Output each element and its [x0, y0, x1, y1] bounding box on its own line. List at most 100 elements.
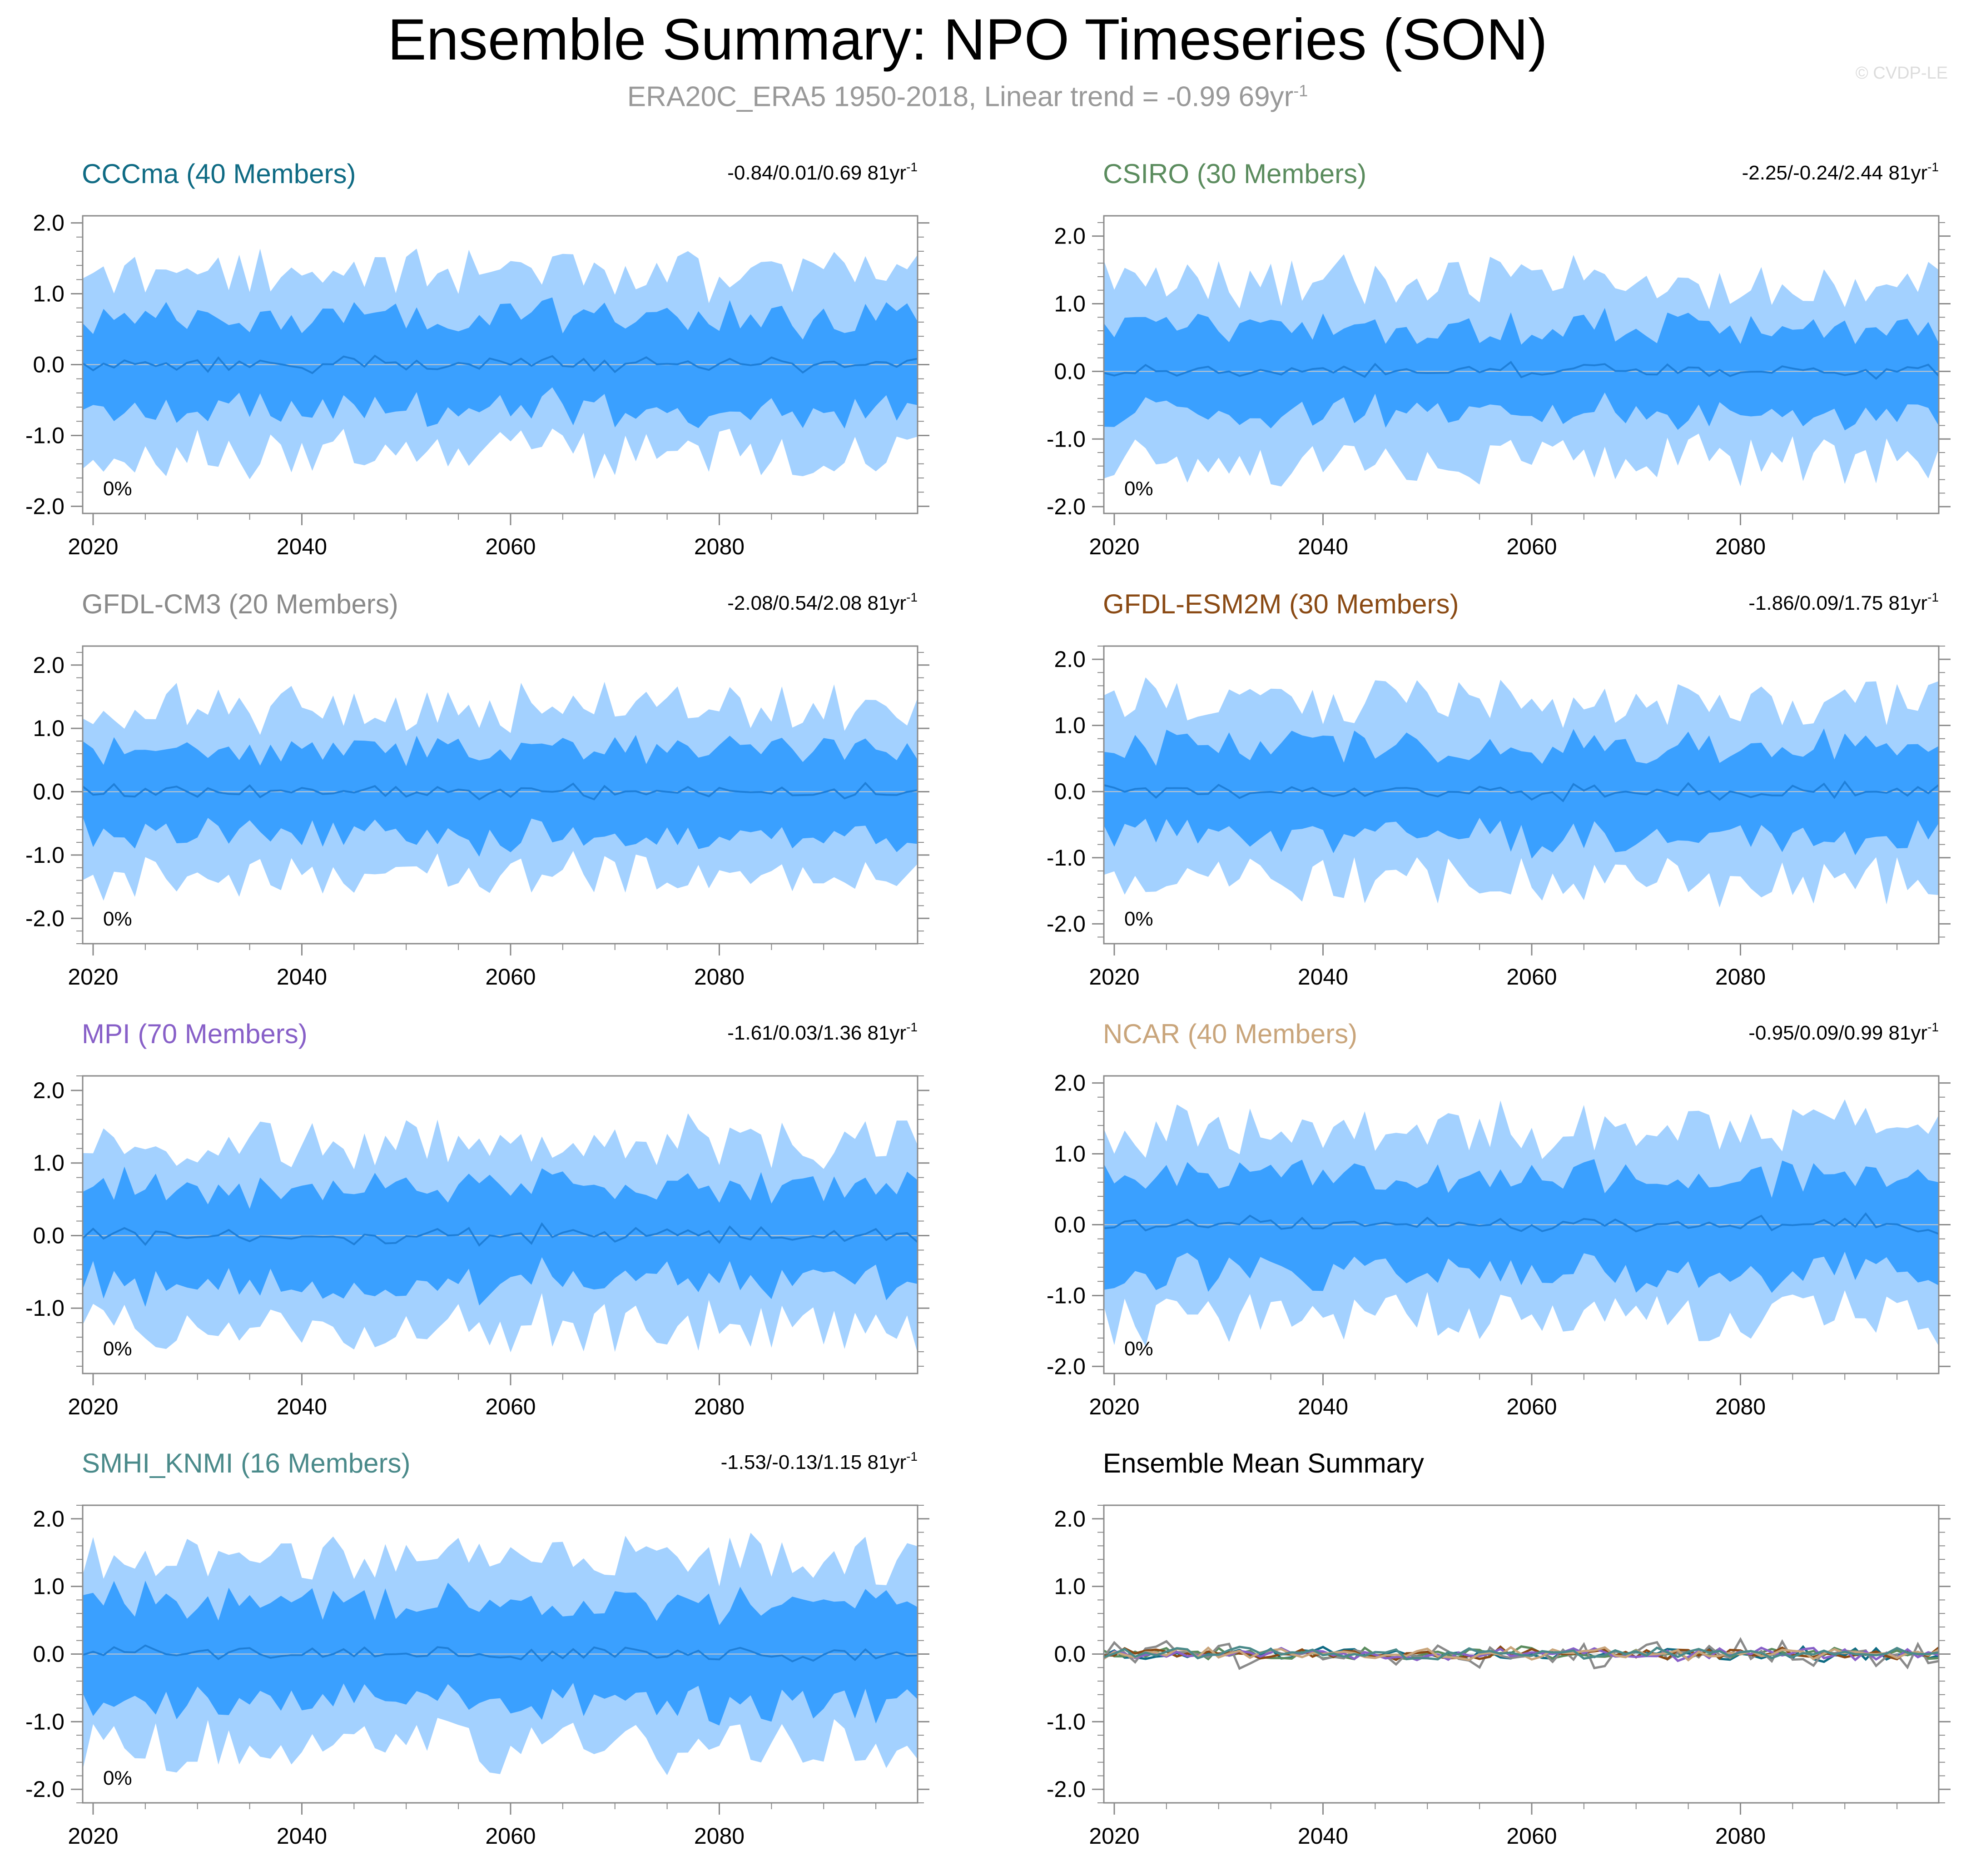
page-title: Ensemble Summary: NPO Timeseries (SON) [387, 7, 1548, 72]
panel-title: MPI (70 Members) [82, 1019, 308, 1049]
trend-superscript: -1 [1927, 160, 1939, 174]
y-tick-label: -1.0 [1047, 1709, 1086, 1734]
ensemble-mean-line [82, 354, 918, 374]
percent-label: 0% [103, 1767, 132, 1789]
y-tick-label: -2.0 [1047, 494, 1086, 519]
trend-value: -2.25/-0.24/2.44 81yr [1742, 162, 1927, 184]
y-tick-label: -2.0 [1047, 1776, 1086, 1802]
inner-spread-band [1104, 308, 1939, 431]
y-tick-label: -2.0 [1047, 1354, 1086, 1379]
trend-value: -1.53/-0.13/1.15 81yr [721, 1451, 906, 1473]
x-tick-label: 2060 [485, 534, 536, 559]
plot-frame [1103, 215, 1940, 514]
panel-trend-text: -2.08/0.54/2.08 81yr-1 [727, 590, 918, 614]
inner-spread-band [83, 297, 918, 429]
y-tick-label: 0.0 [33, 1642, 65, 1667]
y-tick-label: -2.0 [1047, 911, 1086, 936]
percent-label: 0% [1124, 478, 1153, 500]
x-tick-label: 2020 [1089, 1394, 1139, 1419]
x-tick-label: 2020 [68, 964, 118, 990]
x-tick-label: 2060 [1506, 964, 1557, 990]
y-tick-label: 0.0 [33, 352, 65, 378]
y-tick-label: -2.0 [25, 493, 65, 519]
x-tick-label: 2080 [1715, 964, 1766, 990]
plot-frame [82, 645, 918, 945]
trend-value: -0.95/0.09/0.99 81yr [1748, 1022, 1927, 1044]
x-tick-label: 2060 [1506, 1394, 1557, 1419]
inner-spread-band [1104, 728, 1939, 859]
x-tick-label: 2080 [694, 534, 745, 559]
y-tick-label: -1.0 [25, 423, 65, 448]
x-tick-label: 2060 [485, 1823, 536, 1849]
y-tick-label: 2.0 [1054, 1070, 1086, 1096]
x-tick-label: 2020 [68, 1394, 118, 1419]
percent-label: 0% [1124, 1338, 1153, 1360]
y-tick-label: 2.0 [1054, 647, 1086, 672]
panel-title: SMHI_KNMI (16 Members) [82, 1448, 410, 1478]
trend-value: -1.61/0.03/1.36 81yr [727, 1022, 906, 1044]
x-tick-label: 2060 [485, 964, 536, 990]
trend-superscript: -1 [906, 160, 918, 174]
panel-title: CCCma (40 Members) [82, 159, 356, 189]
y-tick-label: 2.0 [1054, 224, 1086, 249]
y-tick-label: 0.0 [1054, 779, 1086, 804]
y-tick-label: -1.0 [1047, 845, 1086, 871]
subtitle-text: ERA20C_ERA5 1950-2018, Linear trend = -0… [627, 81, 1294, 113]
y-tick-label: 0.0 [33, 779, 65, 805]
trend-superscript: -1 [906, 590, 918, 604]
y-tick-label: 1.0 [33, 1150, 65, 1176]
trend-value: -1.86/0.09/1.75 81yr [1748, 592, 1927, 614]
chart-panel: 2.0 1.0 0.0 -1.0 -2.0 2020 2040 2060 2080 GFDL-CM… [25, 589, 929, 990]
y-tick-label: -1.0 [25, 842, 65, 868]
trend-value: -0.84/0.01/0.69 81yr [727, 162, 906, 184]
x-tick-label: 2040 [1298, 534, 1348, 559]
y-tick-label: 1.0 [33, 716, 65, 741]
y-tick-label: 1.0 [33, 1574, 65, 1599]
x-tick-label: 2020 [68, 1823, 118, 1849]
x-tick-label: 2080 [694, 1394, 745, 1419]
trend-superscript: -1 [1927, 590, 1939, 604]
x-tick-label: 2080 [694, 1823, 745, 1849]
trend-superscript: -1 [906, 1020, 918, 1034]
page-subtitle: ERA20C_ERA5 1950-2018, Linear trend = -0… [0, 74, 1935, 114]
plot-frame [82, 1075, 918, 1374]
y-tick-label: -1.0 [25, 1709, 65, 1734]
x-tick-label: 2080 [694, 964, 745, 990]
panel-trend-text: -1.53/-0.13/1.15 81yr-1 [721, 1449, 918, 1473]
panel-trend-text: -1.61/0.03/1.36 81yr-1 [727, 1020, 918, 1044]
inner-spread-band [1104, 1159, 1939, 1293]
x-tick-label: 2040 [277, 1823, 327, 1849]
ensemble-mean-line [1103, 361, 1940, 380]
x-tick-label: 2080 [1715, 1823, 1766, 1849]
trend-superscript: -1 [1927, 1020, 1939, 1034]
x-tick-label: 2060 [1506, 534, 1557, 559]
y-tick-label: -2.0 [25, 1776, 65, 1802]
ensemble-mean-line [82, 781, 918, 801]
y-tick-label: 2.0 [33, 210, 65, 236]
x-tick-label: 2020 [1089, 964, 1139, 990]
percent-label: 0% [1124, 908, 1153, 930]
x-tick-label: 2080 [1715, 534, 1766, 559]
y-tick-label: 1.0 [1054, 291, 1086, 317]
x-tick-label: 2080 [1715, 1394, 1766, 1419]
panel-title: NCAR (40 Members) [1103, 1019, 1357, 1049]
x-tick-label: 2020 [1089, 534, 1139, 559]
x-tick-label: 2060 [1506, 1823, 1557, 1849]
y-tick-label: 0.0 [1054, 1642, 1086, 1667]
inner-spread-band [83, 735, 918, 857]
ensemble-mean-line [82, 1644, 918, 1662]
panel-trend-text: -0.95/0.09/0.99 81yr-1 [1748, 1020, 1939, 1044]
watermark: © CVDP-LE [1855, 64, 1948, 83]
subtitle-superscript: -1 [1293, 81, 1308, 100]
panel-trend-text: -2.25/-0.24/2.44 81yr-1 [1742, 160, 1939, 184]
panel-title: GFDL-CM3 (20 Members) [82, 589, 398, 619]
x-tick-label: 2020 [68, 534, 118, 559]
y-tick-label: 0.0 [1054, 1212, 1086, 1238]
percent-label: 0% [103, 1338, 132, 1360]
y-tick-label: 1.0 [1054, 713, 1086, 738]
y-tick-label: 1.0 [33, 281, 65, 307]
y-tick-label: 0.0 [1054, 358, 1086, 384]
